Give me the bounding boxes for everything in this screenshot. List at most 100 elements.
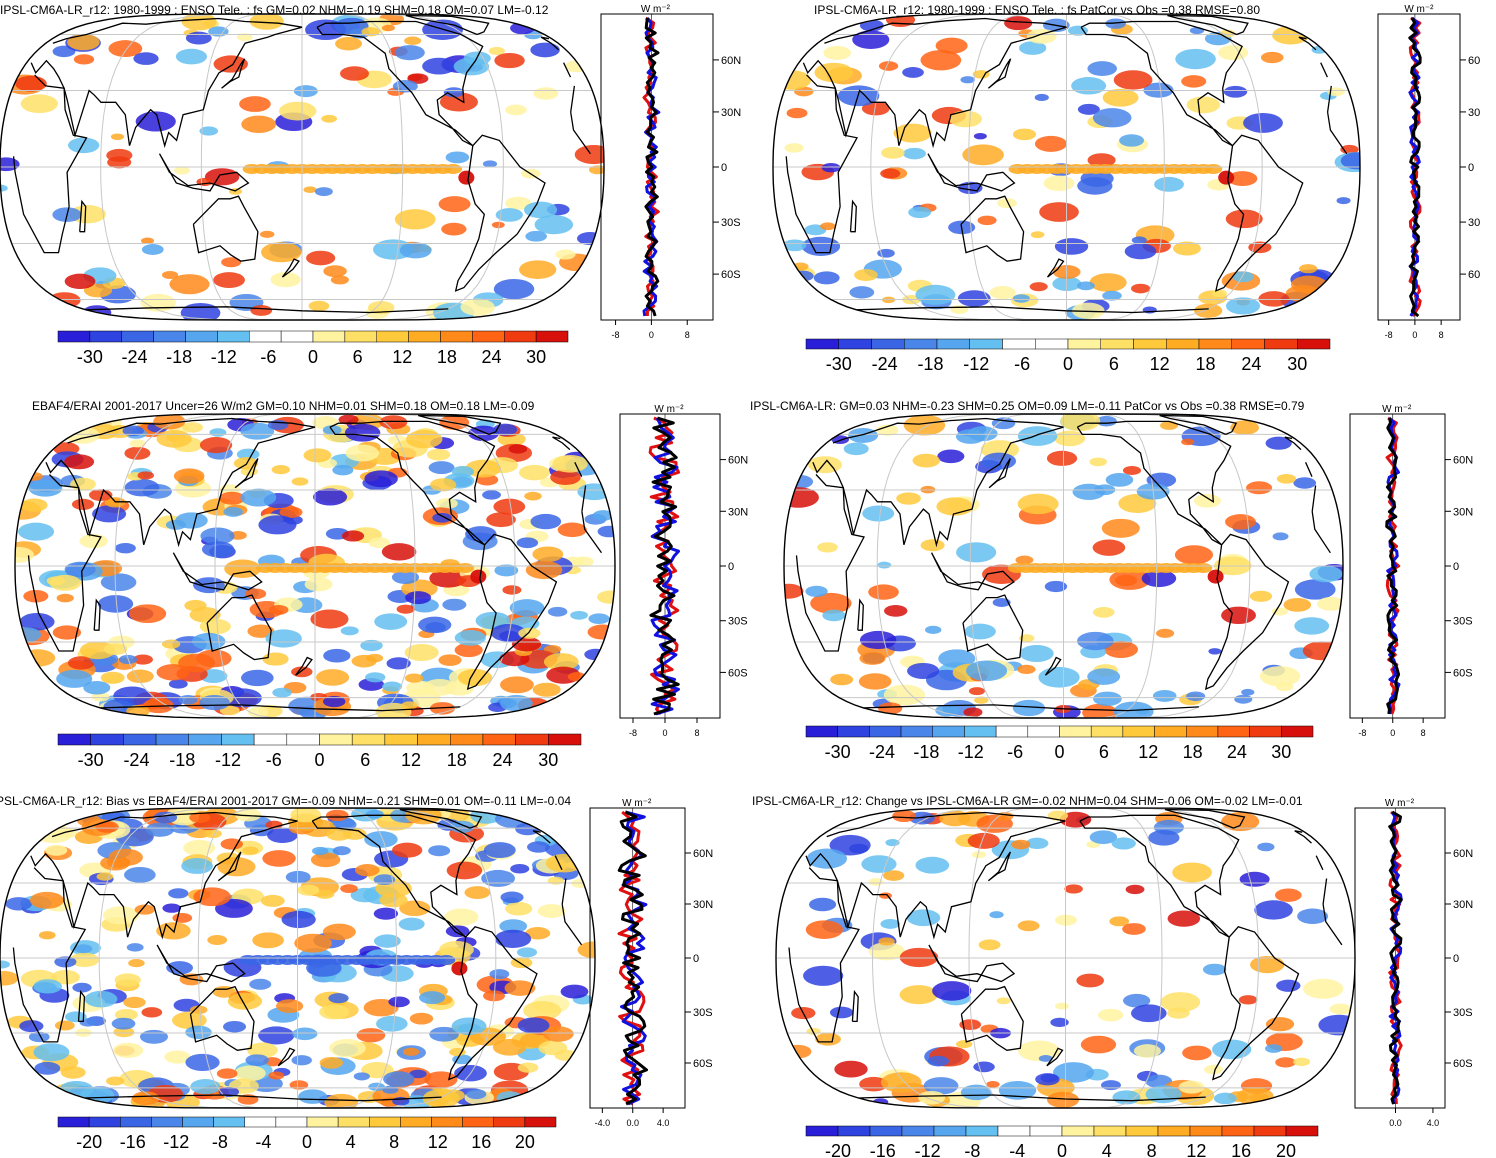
p4-colorbar-swatch — [1122, 725, 1155, 738]
p1-map — [0, 13, 605, 321]
p5-colorbar-label: 20 — [515, 1132, 535, 1152]
p1-colorbar-swatch — [280, 330, 314, 343]
p1-profile-frame — [600, 13, 714, 321]
p3-colorbar-swatch — [253, 733, 288, 746]
p4-colorbar-swatch — [1154, 725, 1187, 738]
p4-colorbar-label: -24 — [869, 742, 895, 762]
p3-x-tick: 8 — [694, 728, 699, 738]
p4-colorbar-label: 30 — [1271, 742, 1291, 762]
p1-coastlines — [12, 14, 591, 314]
p3-lat-tick: 30S — [728, 616, 748, 628]
p1-colorbar-label: 24 — [481, 347, 501, 367]
p4-colorbar-swatch — [1186, 725, 1219, 738]
p6-curve-zonal_black — [1388, 810, 1403, 1105]
p6-colorbar-label: -4 — [1009, 1141, 1025, 1158]
p5-colorbar-swatch — [337, 1116, 370, 1128]
p2-colorbar-swatch — [1035, 338, 1069, 350]
p4-colorbar-label: 18 — [1183, 742, 1203, 762]
p1-colorbar-label: 18 — [437, 347, 457, 367]
p3-colorbar-label: 0 — [314, 750, 324, 770]
p1-colorbar-swatch — [376, 330, 409, 343]
p5-colorbar-label: -8 — [212, 1132, 228, 1152]
p5-colorbar-swatch — [306, 1116, 339, 1128]
p6-colorbar: -20 -16 -12 -8 -4 0 4 8 12 16 20 — [805, 1125, 1319, 1158]
p6-lat-tick: 60N — [1453, 848, 1473, 860]
p6-lat-tick: 30S — [1453, 1007, 1473, 1019]
p2-colorbar-label: -18 — [917, 354, 943, 374]
p1-colorbar-label: -12 — [211, 347, 237, 367]
p4-coastlines — [795, 414, 1331, 712]
p1-map-border — [0, 13, 605, 321]
p1-x-tick: 8 — [685, 330, 690, 340]
panel-title-3: EBAF4/ERAI 2001-2017 Uncer=26 W/m2 GM=0.… — [32, 399, 535, 413]
p5-colorbar-swatch — [400, 1116, 432, 1128]
p6-colorbar-swatch — [837, 1125, 871, 1137]
p5-x-tick: 4.0 — [657, 1118, 670, 1128]
p3-colorbar-swatch — [319, 733, 353, 746]
p6-colorbar-label: 8 — [1147, 1141, 1157, 1158]
p2-colorbar-label: 6 — [1109, 354, 1119, 374]
p4-colorbar-label: -12 — [958, 742, 984, 762]
p1-colorbar-swatch — [153, 330, 186, 343]
p6-x-tick: 4.0 — [1427, 1118, 1440, 1128]
p5-x-tick: -4.0 — [595, 1118, 611, 1128]
p5-colorbar-label: 4 — [346, 1132, 356, 1152]
p2-colorbar-label: 24 — [1241, 354, 1261, 374]
p1-colorbar-swatch — [312, 330, 346, 343]
p1-colorbar-swatch — [217, 330, 250, 343]
p3-colorbar-label: -24 — [123, 750, 149, 770]
p4-colorbar-label: -6 — [1007, 742, 1023, 762]
p6-map-field — [776, 808, 1355, 1108]
p1-colorbar-label: 0 — [308, 347, 318, 367]
p6-colorbar-label: 0 — [1057, 1141, 1067, 1158]
p1-colorbar-label: -18 — [166, 347, 192, 367]
p5-colorbar-label: -12 — [163, 1132, 189, 1152]
p1-lat-tick: 30N — [721, 107, 741, 119]
p6-colorbar-label: 16 — [1231, 1141, 1251, 1158]
p6-colorbar-swatch — [997, 1125, 1031, 1137]
p1-colorbar-swatch — [57, 330, 91, 343]
p5-colorbar-swatch — [493, 1116, 526, 1128]
p3-map-border — [14, 413, 616, 719]
p4-colorbar-label: 12 — [1138, 742, 1158, 762]
p5-map-field — [0, 808, 595, 1108]
p4-colorbar-swatch — [1217, 725, 1250, 738]
p3-colorbar-swatch — [482, 733, 516, 746]
p4-colorbar-swatch — [932, 725, 965, 738]
p5-graticule — [0, 808, 595, 1108]
p4-colorbar-swatch — [995, 725, 1029, 738]
panel-title-4: IPSL-CM6A-LR: GM=0.03 NHM=-0.23 SHM=0.25… — [750, 399, 1305, 413]
p1-colorbar-label: -6 — [260, 347, 276, 367]
p3-colorbar-swatch — [351, 733, 386, 746]
p3-colorbar-swatch — [123, 733, 157, 746]
p6-zonal-profile: 60N 30N 0 30S 60S 0.0 4.0 W m⁻² — [1354, 798, 1473, 1128]
p4-map-border — [783, 413, 1344, 719]
p5-colorbar-swatch — [88, 1116, 121, 1128]
p4-colorbar-swatch — [964, 725, 997, 738]
p5-colorbar-label: 8 — [389, 1132, 399, 1152]
p1-colorbar: -30 -24 -18 -12 -6 0 6 12 18 24 30 — [57, 330, 569, 367]
p3-colorbar-label: -30 — [78, 750, 104, 770]
p3-x-tick: 0 — [662, 728, 667, 738]
panel-title-6: IPSL-CM6A-LR_r12: Change vs IPSL-CM6A-LR… — [752, 794, 1303, 808]
p2-coastlines — [785, 14, 1348, 314]
p3-map — [14, 413, 616, 719]
p5-colorbar-label: 16 — [471, 1132, 491, 1152]
p1-colorbar-swatch — [408, 330, 441, 343]
p6-colorbar-label: 4 — [1102, 1141, 1112, 1158]
p2-colorbar-swatch — [1198, 338, 1232, 350]
p4-colorbar-swatch — [900, 725, 933, 738]
p3-colorbar-label: -12 — [215, 750, 241, 770]
p4-map-field — [784, 414, 1343, 718]
p4-lat-tick: 60N — [1453, 455, 1473, 467]
p1-colorbar-swatch — [440, 330, 473, 343]
p6-colorbar-label: -12 — [915, 1141, 941, 1158]
p4-lat-tick: 30S — [1453, 616, 1473, 628]
p2-lat-tick: 30 — [1468, 107, 1480, 119]
p3-colorbar: -30 -24 -18 -12 -6 0 6 12 18 24 30 — [57, 733, 582, 770]
p1-x-tick: -8 — [612, 330, 620, 340]
p2-colorbar-label: -30 — [826, 354, 852, 374]
p6-colorbar-swatch — [805, 1125, 839, 1137]
p4-unit-label: W m⁻² — [1382, 404, 1412, 415]
p6-colorbar-label: -8 — [964, 1141, 980, 1158]
